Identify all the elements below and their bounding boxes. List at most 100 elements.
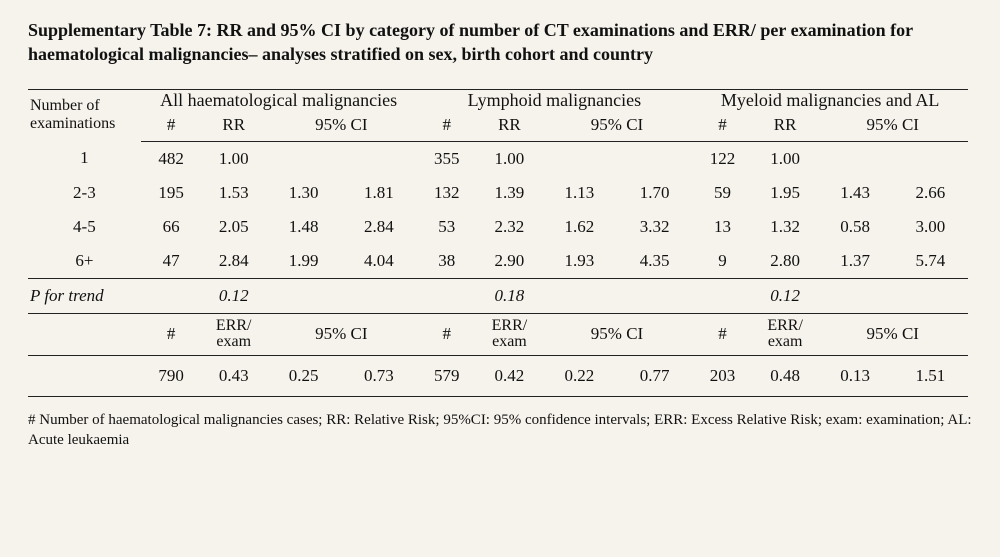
p-trend-label: P for trend (28, 278, 141, 313)
cell-ci-lo: 1.43 (818, 176, 893, 210)
cell-n: 355 (417, 141, 478, 176)
row-label: 2-3 (28, 176, 141, 210)
cell-ci-lo: 1.93 (542, 244, 617, 279)
col-ci-err-1: 95% CI (542, 313, 692, 356)
cell-ci-hi: 3.32 (617, 210, 692, 244)
cell-ci-hi (617, 141, 692, 176)
cell-rr: 2.80 (753, 244, 818, 279)
col-rr-2: RR (753, 111, 818, 142)
err-line1: ERR/ (753, 318, 818, 335)
cell-rr: 1.39 (477, 176, 542, 210)
err-ci-lo-2: 0.13 (818, 356, 893, 397)
err-n-0: 790 (141, 356, 202, 397)
err-line2: exam (753, 334, 818, 351)
row-header-line1: Number of (30, 97, 141, 115)
col-n-err-2: # (692, 313, 753, 356)
err-value-row: 790 0.43 0.25 0.73 579 0.42 0.22 0.77 20… (28, 356, 968, 397)
cell-rr: 1.32 (753, 210, 818, 244)
err-line1: ERR/ (201, 318, 266, 335)
cell-ci-hi (341, 141, 416, 176)
col-err-0: ERR/ exam (201, 313, 266, 356)
cell-rr: 2.84 (201, 244, 266, 279)
cell-n: 132 (417, 176, 478, 210)
cell-rr: 2.90 (477, 244, 542, 279)
table-title: Supplementary Table 7: RR and 95% CI by … (28, 18, 972, 67)
page: Supplementary Table 7: RR and 95% CI by … (0, 0, 1000, 557)
group-title-0: All haematological malignancies (141, 89, 417, 111)
cell-rr: 1.00 (201, 141, 266, 176)
cell-n: 122 (692, 141, 753, 176)
err-val-2: 0.48 (753, 356, 818, 397)
group-title-0-text: All haematological malignancies (160, 90, 397, 110)
table-footnote: # Number of haematological malignancies … (28, 411, 972, 450)
table-row: 2-3 195 1.53 1.30 1.81 132 1.39 1.13 1.7… (28, 176, 968, 210)
cell-rr: 2.32 (477, 210, 542, 244)
col-n-err-1: # (417, 313, 478, 356)
p-trend-g1: 0.18 (477, 278, 542, 313)
empty-cell (617, 278, 692, 313)
cell-ci-hi: 1.70 (617, 176, 692, 210)
cell-n: 53 (417, 210, 478, 244)
cell-ci-hi: 4.35 (617, 244, 692, 279)
col-ci-err-0: 95% CI (266, 313, 416, 356)
cell-n: 38 (417, 244, 478, 279)
empty-cell (141, 278, 202, 313)
row-label: 4-5 (28, 210, 141, 244)
err-val-0: 0.43 (201, 356, 266, 397)
group-title-2: Myeloid malignancies and AL (692, 89, 968, 111)
empty-cell (28, 313, 141, 356)
col-n-err-0: # (141, 313, 202, 356)
col-rr-1: RR (477, 111, 542, 142)
col-err-2: ERR/ exam (753, 313, 818, 356)
cell-rr: 1.95 (753, 176, 818, 210)
empty-cell (893, 278, 968, 313)
p-trend-g0: 0.12 (201, 278, 266, 313)
group-title-1: Lymphoid malignancies (417, 89, 693, 111)
err-val-1: 0.42 (477, 356, 542, 397)
cell-n: 66 (141, 210, 202, 244)
cell-ci-lo (266, 141, 341, 176)
cell-ci-hi: 3.00 (893, 210, 968, 244)
col-rr-0: RR (201, 111, 266, 142)
empty-cell (266, 278, 341, 313)
row-header-label: Number of examinations (28, 89, 141, 141)
cell-ci-lo (542, 141, 617, 176)
cell-rr: 1.00 (753, 141, 818, 176)
p-trend-row: P for trend 0.12 0.18 0.12 (28, 278, 968, 313)
err-line1: ERR/ (477, 318, 542, 335)
cell-rr: 1.00 (477, 141, 542, 176)
cell-ci-lo: 1.13 (542, 176, 617, 210)
sub-header-row: # RR 95% CI # RR 95% CI # RR 95% CI (28, 111, 968, 142)
cell-ci-lo: 1.30 (266, 176, 341, 210)
cell-ci-lo: 1.37 (818, 244, 893, 279)
err-n-2: 203 (692, 356, 753, 397)
err-n-1: 579 (417, 356, 478, 397)
col-n-1: # (417, 111, 478, 142)
empty-cell (542, 278, 617, 313)
p-trend-g2: 0.12 (753, 278, 818, 313)
err-header-row: # ERR/ exam 95% CI # ERR/ exam 95% CI # … (28, 313, 968, 356)
col-ci-2: 95% CI (818, 111, 968, 142)
err-ci-hi-1: 0.77 (617, 356, 692, 397)
row-label: 6+ (28, 244, 141, 279)
col-ci-err-2: 95% CI (818, 313, 968, 356)
col-ci-0: 95% CI (266, 111, 416, 142)
cell-ci-lo: 1.48 (266, 210, 341, 244)
table-row: 6+ 47 2.84 1.99 4.04 38 2.90 1.93 4.35 9… (28, 244, 968, 279)
empty-cell (28, 356, 141, 397)
cell-rr: 2.05 (201, 210, 266, 244)
col-ci-1: 95% CI (542, 111, 692, 142)
cell-n: 195 (141, 176, 202, 210)
cell-ci-hi: 4.04 (341, 244, 416, 279)
err-ci-lo-1: 0.22 (542, 356, 617, 397)
err-ci-hi-0: 0.73 (341, 356, 416, 397)
cell-n: 47 (141, 244, 202, 279)
cell-ci-hi: 2.66 (893, 176, 968, 210)
cell-n: 9 (692, 244, 753, 279)
cell-ci-lo (818, 141, 893, 176)
group-title-2-text: Myeloid malignancies and AL (721, 90, 939, 110)
cell-n: 13 (692, 210, 753, 244)
cell-n: 59 (692, 176, 753, 210)
empty-cell (417, 278, 478, 313)
cell-rr: 1.53 (201, 176, 266, 210)
